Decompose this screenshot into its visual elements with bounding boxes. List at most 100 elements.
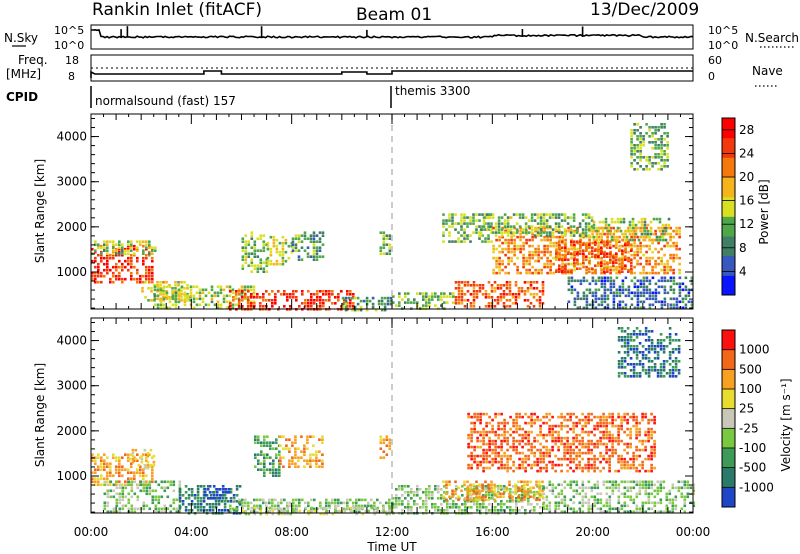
heatmap-cell [626, 427, 629, 431]
heatmap-cell [599, 442, 602, 446]
heatmap-cell [472, 492, 475, 496]
heatmap-cell [638, 486, 642, 490]
heatmap-cell [521, 231, 525, 234]
heatmap-cell [531, 271, 534, 275]
heatmap-cell [280, 507, 283, 511]
heatmap-cell [353, 305, 357, 309]
heatmap-cell [503, 424, 506, 428]
heatmap-cell [410, 509, 413, 512]
heatmap-cell [151, 456, 154, 459]
heatmap-cell [573, 246, 576, 249]
heatmap-cell [614, 451, 617, 455]
heatmap-cell [660, 306, 664, 310]
heatmap-cell [466, 498, 469, 502]
heatmap-cell [606, 238, 609, 242]
heatmap-cell [202, 497, 206, 500]
heatmap-cell [479, 433, 482, 437]
heatmap-cell [196, 494, 200, 497]
heatmap-cell [612, 291, 616, 295]
heatmap-cell [181, 503, 185, 506]
heatmap-cell [606, 265, 609, 269]
heatmap-cell [178, 480, 182, 484]
heatmap-cell [461, 485, 464, 488]
heatmap-cell [525, 229, 528, 233]
heatmap-cell [516, 244, 519, 248]
heatmap-cell [542, 488, 545, 491]
heatmap-cell [262, 243, 266, 246]
heatmap-cell [630, 261, 633, 264]
heatmap-cell [229, 491, 233, 494]
heatmap-cell [94, 271, 97, 275]
heatmap-cell [130, 253, 133, 257]
heatmap-cell [599, 460, 602, 464]
heatmap-cell [603, 226, 606, 230]
heatmap-cell [520, 287, 524, 290]
heatmap-cell [309, 465, 312, 468]
heatmap-cell [292, 501, 295, 505]
heatmap-cell [511, 498, 514, 502]
heatmap-cell [675, 306, 679, 310]
heatmap-cell [180, 293, 183, 296]
heatmap-cell [157, 498, 161, 502]
heatmap-cell [309, 237, 313, 240]
heatmap-cell [460, 234, 463, 237]
heatmap-cell [519, 232, 522, 236]
heatmap-cell [614, 439, 617, 443]
heatmap-cell [647, 436, 650, 440]
heatmap-cell [650, 433, 653, 437]
heatmap-cell [513, 253, 516, 257]
heatmap-cell [476, 415, 479, 419]
heatmap-cell [600, 262, 603, 266]
heatmap-cell [635, 421, 638, 425]
heatmap-cell [524, 225, 528, 228]
heatmap-cell [174, 296, 177, 299]
heatmap-cell [166, 495, 170, 499]
heatmap-cell [667, 217, 671, 221]
heatmap-cell [633, 123, 636, 126]
heatmap-cell [576, 267, 579, 270]
heatmap-cell [497, 421, 500, 425]
heatmap-cell [566, 504, 570, 508]
heatmap-cell [156, 290, 159, 293]
heatmap-cell [500, 460, 503, 464]
heatmap-cell [551, 486, 555, 490]
heatmap-cell [523, 480, 526, 484]
heatmap-cell [503, 485, 506, 488]
heatmap-cell [431, 298, 434, 301]
heatmap-cell [503, 418, 506, 422]
heatmap-cell [618, 306, 622, 310]
heatmap-cell [599, 469, 602, 473]
heatmap-cell [289, 501, 292, 505]
heatmap-cell [591, 249, 594, 252]
heatmap-cell [518, 451, 521, 455]
heatmap-cell [440, 488, 443, 491]
heatmap-cell [611, 483, 615, 487]
heatmap-cell [509, 415, 512, 419]
heatmap-cell [581, 480, 585, 484]
heatmap-cell [183, 293, 186, 296]
heatmap-cell [530, 451, 533, 455]
heatmap-cell [629, 480, 633, 484]
heatmap-cell [283, 290, 286, 293]
heatmap-cell [434, 506, 437, 509]
heatmap-cell [645, 132, 648, 135]
heatmap-cell [532, 296, 536, 299]
heatmap-cell [349, 302, 352, 305]
heatmap-cell [548, 433, 551, 437]
heatmap-cell [241, 249, 245, 252]
heatmap-cell [499, 495, 502, 499]
heatmap-cell [482, 500, 485, 503]
heatmap-cell [635, 433, 638, 437]
heatmap-cell [124, 480, 127, 483]
heatmap-cell [259, 504, 262, 508]
heatmap-cell [533, 418, 536, 422]
heatmap-cell [364, 498, 367, 502]
heatmap-cell [455, 503, 458, 506]
heatmap-cell [623, 504, 627, 508]
heatmap-cell [576, 240, 579, 243]
heatmap-cell [112, 280, 115, 284]
heatmap-cell [229, 290, 232, 293]
heatmap-cell [531, 250, 534, 254]
heatmap-cell [657, 235, 660, 239]
heatmap-cell [97, 246, 100, 249]
